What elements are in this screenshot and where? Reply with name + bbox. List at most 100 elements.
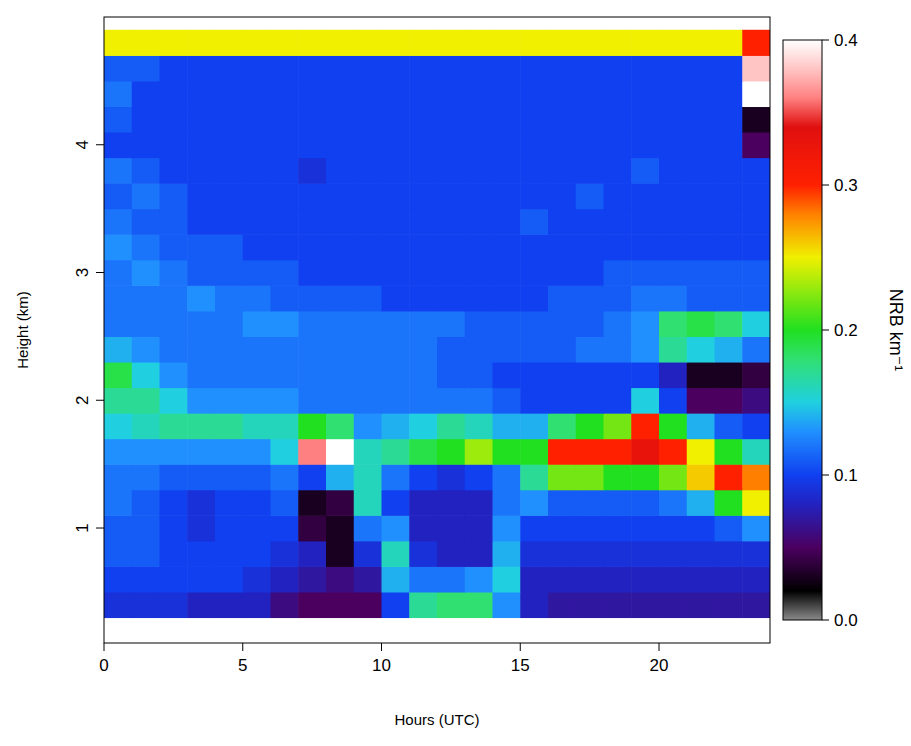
cell bbox=[631, 515, 659, 541]
cell bbox=[576, 490, 604, 516]
cell bbox=[520, 311, 548, 337]
cell bbox=[548, 81, 576, 107]
cell bbox=[132, 541, 160, 567]
cell bbox=[243, 592, 271, 618]
cell bbox=[104, 106, 132, 132]
cell bbox=[104, 234, 132, 260]
cell bbox=[437, 336, 465, 362]
cells bbox=[104, 30, 770, 618]
cell bbox=[104, 490, 132, 516]
cell bbox=[742, 183, 770, 209]
cell bbox=[576, 285, 604, 311]
cell bbox=[659, 183, 687, 209]
cell bbox=[576, 55, 604, 81]
cell bbox=[215, 566, 243, 592]
cell bbox=[271, 132, 299, 158]
cell bbox=[271, 490, 299, 516]
cell bbox=[271, 541, 299, 567]
cell bbox=[715, 158, 743, 184]
cell bbox=[243, 106, 271, 132]
cell bbox=[493, 362, 521, 388]
cell bbox=[465, 336, 493, 362]
cell bbox=[715, 209, 743, 235]
cell bbox=[742, 387, 770, 413]
cell bbox=[132, 566, 160, 592]
cell bbox=[271, 260, 299, 286]
cell bbox=[604, 285, 632, 311]
cell bbox=[631, 209, 659, 235]
cell bbox=[243, 132, 271, 158]
cell bbox=[187, 311, 215, 337]
cell bbox=[604, 413, 632, 439]
cell bbox=[659, 464, 687, 490]
cell bbox=[243, 55, 271, 81]
cell bbox=[742, 55, 770, 81]
cell bbox=[465, 592, 493, 618]
cell bbox=[382, 132, 410, 158]
cell bbox=[104, 55, 132, 81]
cell bbox=[409, 81, 437, 107]
cell bbox=[132, 132, 160, 158]
cell bbox=[243, 566, 271, 592]
cell bbox=[409, 387, 437, 413]
cell bbox=[409, 311, 437, 337]
colorbar-tick-label: 0.2 bbox=[834, 321, 858, 340]
cell bbox=[465, 55, 493, 81]
x-tick-label: 15 bbox=[511, 656, 530, 675]
cell bbox=[631, 260, 659, 286]
cell bbox=[465, 490, 493, 516]
cell bbox=[354, 464, 382, 490]
cell bbox=[215, 413, 243, 439]
cell bbox=[687, 81, 715, 107]
cell bbox=[631, 592, 659, 618]
cell bbox=[409, 566, 437, 592]
cell bbox=[576, 464, 604, 490]
cell bbox=[576, 362, 604, 388]
cell bbox=[326, 464, 354, 490]
cell bbox=[520, 439, 548, 465]
plot-background bbox=[104, 17, 770, 643]
cell bbox=[715, 362, 743, 388]
cell bbox=[742, 81, 770, 107]
cell bbox=[465, 439, 493, 465]
cell bbox=[187, 541, 215, 567]
cell bbox=[659, 541, 687, 567]
cell bbox=[382, 30, 410, 56]
cell bbox=[631, 336, 659, 362]
x-tick bbox=[381, 643, 382, 651]
cell bbox=[326, 183, 354, 209]
cell bbox=[715, 490, 743, 516]
cell bbox=[104, 311, 132, 337]
cell bbox=[604, 464, 632, 490]
cell bbox=[409, 106, 437, 132]
colorbar-tick-label: 0.1 bbox=[834, 466, 858, 485]
cell bbox=[715, 311, 743, 337]
cell bbox=[354, 362, 382, 388]
cell bbox=[160, 55, 188, 81]
cell bbox=[104, 439, 132, 465]
cell bbox=[409, 362, 437, 388]
cell bbox=[631, 158, 659, 184]
cell bbox=[132, 413, 160, 439]
cell bbox=[187, 285, 215, 311]
cell bbox=[409, 30, 437, 56]
cell bbox=[576, 515, 604, 541]
cell bbox=[604, 515, 632, 541]
cell bbox=[687, 362, 715, 388]
cell bbox=[132, 336, 160, 362]
cell bbox=[742, 158, 770, 184]
cell bbox=[409, 234, 437, 260]
cell bbox=[160, 209, 188, 235]
cell bbox=[742, 464, 770, 490]
cell bbox=[437, 362, 465, 388]
cell bbox=[715, 106, 743, 132]
cell bbox=[271, 55, 299, 81]
cell bbox=[493, 311, 521, 337]
cell bbox=[493, 260, 521, 286]
cell bbox=[659, 311, 687, 337]
cell bbox=[659, 490, 687, 516]
cell bbox=[271, 183, 299, 209]
cell bbox=[715, 336, 743, 362]
cell bbox=[187, 566, 215, 592]
cell bbox=[187, 209, 215, 235]
